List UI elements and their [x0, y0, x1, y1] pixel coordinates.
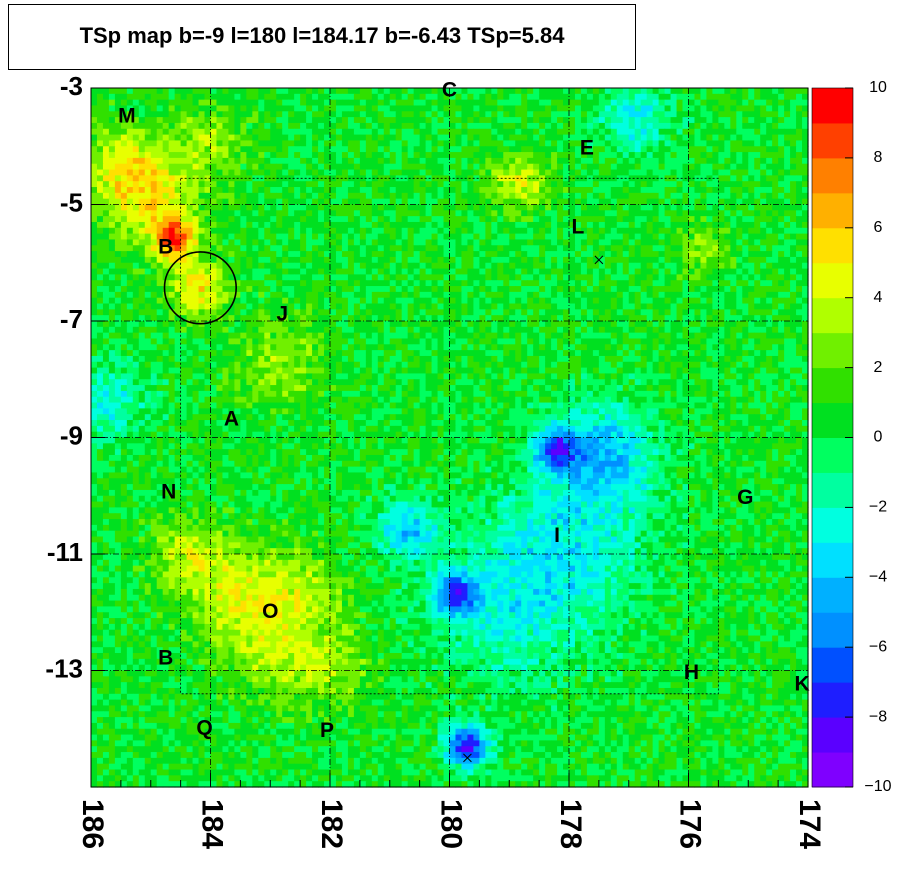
y-tick-label: -5 — [60, 187, 83, 217]
heatmap-cells — [91, 88, 809, 788]
colorbar-bin — [812, 332, 853, 369]
source-label: K — [794, 673, 809, 696]
colorbar-bin — [812, 262, 853, 299]
source-label: O — [262, 600, 278, 623]
y-tick-label: -11 — [47, 537, 83, 567]
y-tick-label: -7 — [60, 304, 83, 334]
colorbar-tick-label: −6 — [869, 638, 887, 655]
y-tick-label: -9 — [60, 420, 83, 450]
colorbar-bin — [812, 297, 853, 334]
title-box: TSp map b=-9 l=180 l=184.17 b=-6.43 TSp=… — [8, 4, 636, 70]
colorbar-bin — [812, 88, 853, 124]
colorbar-bin — [812, 122, 853, 159]
source-label: H — [684, 661, 699, 684]
cross-marker — [594, 255, 604, 265]
colorbar-bin — [812, 472, 853, 508]
cross-marker — [463, 753, 472, 763]
source-label: I — [554, 524, 560, 547]
colorbar-bin — [812, 647, 853, 683]
x-tick-label: 180 — [435, 799, 468, 849]
source-label: N — [161, 480, 176, 503]
region-outline — [180, 177, 719, 695]
colorbar-bin — [812, 402, 853, 438]
colorbar-tick-label: 2 — [874, 359, 883, 376]
colorbar-bin — [812, 577, 853, 613]
source-label: Q — [196, 716, 212, 739]
x-tick-label: 176 — [674, 799, 707, 849]
colorbar-tick-label: 0 — [874, 429, 883, 446]
source-label: M — [118, 105, 136, 128]
x-tick-label: 186 — [76, 799, 109, 849]
colorbar-tick-label: −8 — [869, 708, 887, 725]
source-label: A — [224, 408, 239, 431]
source-label: B — [158, 236, 173, 259]
colorbar-bin — [812, 752, 853, 788]
colorbar-tick-label: −4 — [869, 569, 887, 586]
colorbar-bin — [812, 192, 853, 229]
x-tick-label: 182 — [315, 799, 348, 849]
source-label: J — [276, 303, 288, 326]
y-tick-label: -13 — [45, 653, 83, 683]
y-tick-label: -3 — [60, 71, 83, 101]
source-label: B — [158, 646, 173, 669]
colorbar-bin — [812, 437, 853, 473]
colorbar-tick-label: 6 — [874, 219, 883, 236]
colorbar-bin — [812, 157, 853, 194]
colorbar-tick-label: 10 — [869, 79, 887, 96]
chart-title: TSp map b=-9 l=180 l=184.17 b=-6.43 TSp=… — [79, 23, 565, 48]
x-tick-label: 178 — [554, 799, 587, 849]
colorbar-tick-label: −2 — [869, 499, 887, 516]
source-label: E — [580, 137, 594, 160]
colorbar-bin — [812, 507, 853, 543]
source-label: P — [320, 719, 334, 742]
source-circle — [163, 251, 237, 325]
x-tick-label: 184 — [196, 799, 229, 849]
colorbar-bin — [812, 367, 853, 404]
source-label: C — [442, 78, 457, 101]
colorbar-bin — [812, 542, 853, 578]
colorbar-tick-label: −10 — [864, 778, 891, 795]
colorbar-bin — [812, 227, 853, 264]
colorbar-bin — [812, 717, 853, 753]
x-tick-label: 174 — [793, 799, 826, 849]
colorbar-bin — [812, 612, 853, 648]
colorbar-bin — [812, 682, 853, 718]
colorbar-tick-label: 4 — [874, 289, 883, 306]
source-label: L — [572, 215, 585, 238]
source-label: G — [737, 486, 753, 509]
colorbar-tick-label: 8 — [874, 149, 883, 166]
